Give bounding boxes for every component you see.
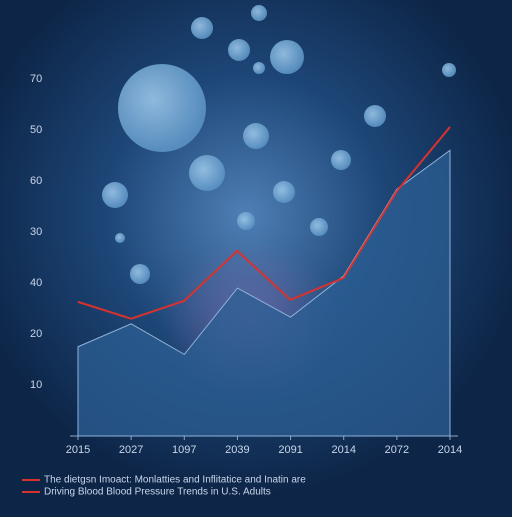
- x-tick-label: 2039: [225, 444, 249, 456]
- y-tick-label: 60: [30, 175, 42, 187]
- x-tick-label: 2014: [438, 444, 462, 456]
- y-tick-label: 10: [30, 379, 42, 391]
- area: [77, 149, 451, 437]
- x-tick-label: 2015: [66, 444, 90, 456]
- legend-text: The dietgsn Imoact: Monlatties and Infli…: [44, 475, 306, 486]
- line: [77, 126, 451, 320]
- y-tick-label: 20: [30, 328, 42, 340]
- y-tick-label: 40: [30, 277, 42, 289]
- x-tick-label: 2027: [119, 444, 143, 456]
- y-tick-label: 70: [30, 73, 42, 85]
- decor-moons: [102, 5, 456, 284]
- y-tick-label: 50: [30, 124, 42, 136]
- x-tick-label: 2014: [331, 444, 355, 456]
- legend-text: Driving Blood Blood Pressure Trends in U…: [44, 487, 271, 498]
- x-tick-label: 2072: [385, 444, 409, 456]
- x-tick-label: 2091: [278, 444, 302, 456]
- x-tick-label: 1097: [172, 444, 196, 456]
- y-tick-label: 30: [30, 226, 42, 238]
